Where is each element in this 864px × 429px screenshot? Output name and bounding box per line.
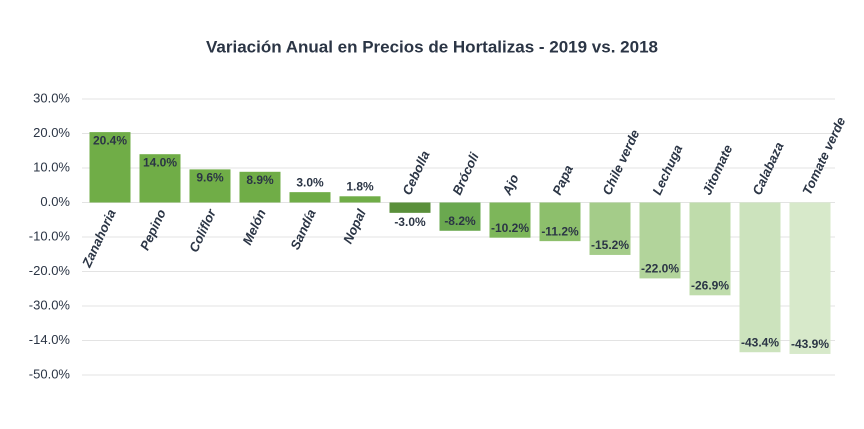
bar <box>189 169 231 203</box>
value-label: -43.4% <box>741 335 779 349</box>
value-label: 1.8% <box>346 179 374 193</box>
y-tick-label: 10.0% <box>33 159 70 174</box>
y-tick-label: -20.0% <box>29 263 71 278</box>
value-label: -22.0% <box>641 262 679 276</box>
bar <box>389 202 431 213</box>
y-tick-label: 30.0% <box>33 90 70 105</box>
value-label: 14.0% <box>143 155 177 169</box>
x-tick-label: Lechuga <box>649 142 685 197</box>
x-tick-label: Sandía <box>287 207 319 252</box>
bar <box>589 202 631 255</box>
x-tick-label: Zanahoria <box>79 207 119 271</box>
x-tick-label: Pepino <box>137 207 169 253</box>
bar <box>489 202 531 238</box>
x-tick-label: Ajo <box>499 172 522 198</box>
x-tick-label: Cebolla <box>399 148 432 197</box>
value-label: 20.4% <box>93 133 127 147</box>
bar <box>639 202 681 279</box>
value-label: -26.9% <box>691 278 729 292</box>
value-label: -43.9% <box>791 337 829 351</box>
x-tick-label: Brócoli <box>449 150 482 197</box>
x-tick-label: Jitomate <box>699 142 735 197</box>
x-tick-label: Chile verde <box>599 127 642 197</box>
value-label: -11.2% <box>541 224 579 238</box>
y-tick-label: 20.0% <box>33 125 70 140</box>
value-label: -3.0% <box>394 215 426 229</box>
value-label: 3.0% <box>296 175 324 189</box>
value-label: -15.2% <box>591 238 629 252</box>
bar <box>439 202 481 231</box>
bar <box>89 132 131 203</box>
y-tick-label: -50.0% <box>29 366 71 381</box>
bar <box>239 171 281 203</box>
value-label: -10.2% <box>491 221 529 235</box>
value-label: 8.9% <box>246 173 274 187</box>
x-tick-label: Nopal <box>340 207 369 246</box>
y-tick-label: -10.0% <box>29 228 71 243</box>
bar <box>739 202 781 353</box>
y-tick-label: 0.0% <box>40 194 70 209</box>
value-label: -8.2% <box>444 214 476 228</box>
bar <box>139 154 181 203</box>
x-tick-label: Calabaza <box>749 140 786 197</box>
bar <box>339 196 381 203</box>
bar <box>689 202 731 296</box>
x-tick-label: Coliflor <box>186 206 219 254</box>
x-tick-label: Melón <box>239 207 268 247</box>
y-tick-label: -14.0% <box>29 332 71 347</box>
chart-title: Variación Anual en Precios de Hortalizas… <box>206 37 658 56</box>
bar <box>289 192 331 203</box>
bar <box>789 202 831 354</box>
y-tick-label: -30.0% <box>29 297 71 312</box>
value-label: 9.6% <box>196 171 224 185</box>
bar <box>539 202 581 242</box>
x-tick-label: Tomate verde <box>799 115 848 198</box>
